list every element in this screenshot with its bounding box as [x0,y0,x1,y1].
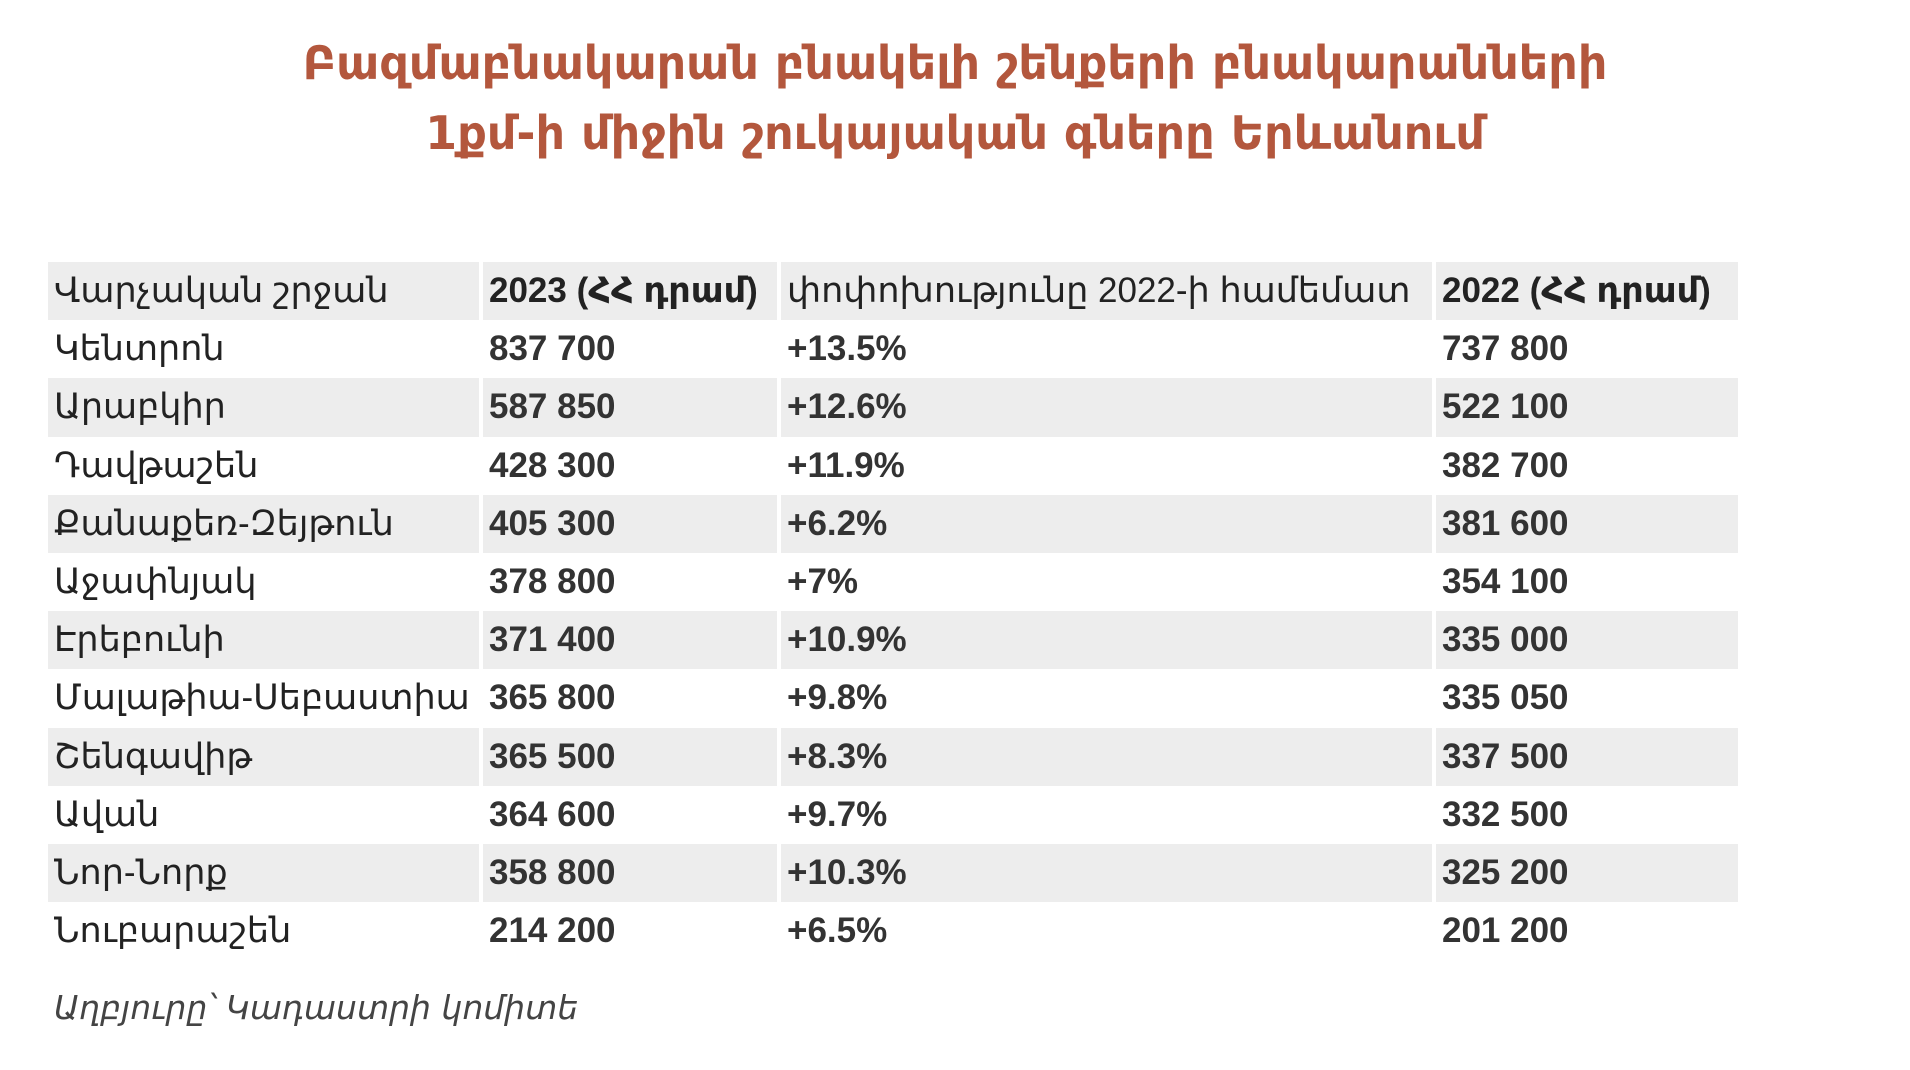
cell-price-2022: 337 500 [1432,727,1738,786]
cell-change: +10.9% [777,611,1434,670]
cell-price-2022: 325 200 [1432,843,1738,903]
cell-price-2023: 371 400 [479,611,779,670]
table-header-row: Վարչական շրջան 2023 (ՀՀ դրամ) փոփոխությո… [48,262,1738,321]
table-row: Դավթաշեն 428 300 +11.9% 382 700 [48,436,1738,495]
table-row: Արաբկիր 587 850 +12.6% 522 100 [48,378,1738,437]
cell-change: +10.3% [777,843,1434,903]
cell-price-2022: 381 600 [1432,494,1738,553]
price-table-container: Վարչական շրջան 2023 (ՀՀ դրամ) փոփոխությո… [48,262,1738,961]
cell-price-2023: 378 800 [479,552,779,612]
table-row: Ավան 364 600 +9.7% 332 500 [48,785,1738,844]
cell-change: +6.2% [777,494,1434,553]
cell-price-2022: 332 500 [1432,785,1738,844]
cell-change: +12.6% [777,378,1434,437]
price-table: Վարչական շրջան 2023 (ՀՀ դրամ) փոփոխությո… [48,262,1738,961]
cell-price-2023: 364 600 [479,785,779,844]
cell-price-2023: 837 700 [479,320,779,379]
cell-price-2022: 522 100 [1432,378,1738,437]
cell-price-2023: 428 300 [479,436,779,495]
chart-title-line-1: Բազմաբնակարան բնակելի շենքերի բնակարաննե… [302,36,1608,90]
header-district: Վարչական շրջան [48,262,481,321]
cell-district: Ավան [54,794,160,834]
cell-district: Էրեբունի [48,611,481,670]
cell-price-2022: 335 050 [1432,669,1738,728]
cell-price-2022: 335 000 [1432,611,1738,670]
table-row: Շենգավիթ 365 500 +8.3% 337 500 [48,727,1738,786]
table-row: Քանաքեռ-Զեյթուն 405 300 +6.2% 381 600 [48,494,1738,553]
cell-district: Աջափնյակ [54,562,257,602]
cell-price-2022: 737 800 [1432,320,1738,379]
cell-price-2023: 405 300 [479,494,779,553]
table-row: Էրեբունի 371 400 +10.9% 335 000 [48,611,1738,670]
cell-district: Նոր-Նորք [48,843,481,903]
cell-price-2022: 201 200 [1432,902,1738,961]
header-change: փոփոխությունը 2022-ի համեմատ [777,262,1434,321]
cell-price-2023: 358 800 [479,843,779,903]
cell-change: +13.5% [777,320,1434,379]
header-2023: 2023 (ՀՀ դրամ) [479,262,779,321]
cell-district: Քանաքեռ-Զեյթուն [48,494,481,553]
cell-change: +6.5% [777,902,1434,961]
table-row: Կենտրոն 837 700 +13.5% 737 800 [48,320,1738,379]
cell-price-2023: 365 500 [479,727,779,786]
cell-change: +9.8% [777,669,1434,728]
price-table-body: Վարչական շրջան 2023 (ՀՀ դրամ) փոփոխությո… [48,262,1738,961]
cell-district: Կենտրոն [54,329,225,369]
cell-district: Դավթաշեն [54,445,259,485]
table-row: Մալաթիա-Սեբաստիա 365 800 +9.8% 335 050 [48,669,1738,728]
source-note: Աղբյուրը՝ Կադաստրի կոմիտե [54,988,579,1027]
cell-price-2023: 214 200 [479,902,779,961]
cell-price-2023: 587 850 [479,378,779,437]
cell-change: +7% [777,552,1434,612]
header-2022: 2022 (ՀՀ դրամ) [1432,262,1738,321]
cell-price-2023: 365 800 [479,669,779,728]
cell-change: +8.3% [777,727,1434,786]
cell-change: +11.9% [777,436,1434,495]
cell-district: Արաբկիր [48,378,481,437]
cell-price-2022: 382 700 [1432,436,1738,495]
chart-title-line-2: 1քմ-ի միջին շուկայական գները Երևանում [425,106,1485,160]
cell-district: Նուբարաշեն [54,911,292,951]
table-row: Նուբարաշեն 214 200 +6.5% 201 200 [48,902,1738,961]
cell-district: Շենգավիթ [48,727,481,786]
table-row: Աջափնյակ 378 800 +7% 354 100 [48,552,1738,612]
table-row: Նոր-Նորք 358 800 +10.3% 325 200 [48,843,1738,903]
chart-title: Բազմաբնակարան բնակելի շենքերի բնակարաննե… [0,28,1910,168]
cell-price-2022: 354 100 [1432,552,1738,612]
cell-change: +9.7% [777,785,1434,844]
cell-district: Մալաթիա-Սեբաստիա [54,678,470,718]
